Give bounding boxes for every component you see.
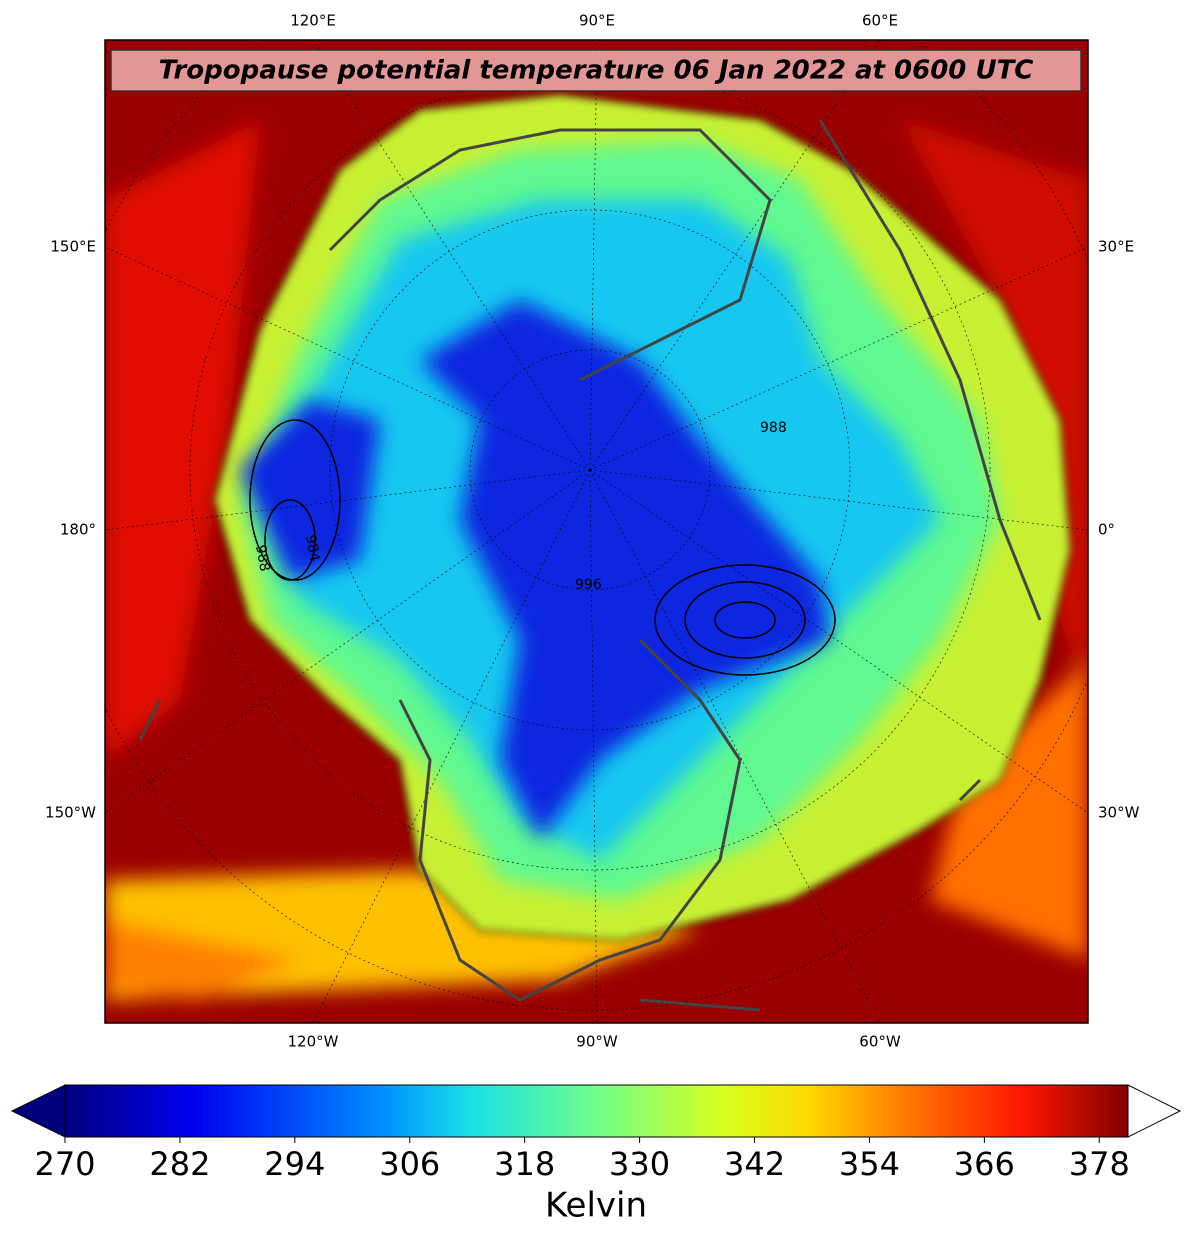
colorbar-tick-label: 318 — [494, 1145, 555, 1183]
lon-label: 90°W — [576, 1033, 618, 1051]
lat-label: 150°E — [50, 238, 96, 256]
contour-label: 988 — [760, 420, 787, 436]
contour-label: 984 — [302, 534, 322, 563]
colorbar-tick-label: 342 — [724, 1145, 785, 1183]
colorbar-tick-label: 366 — [954, 1145, 1015, 1183]
colorbar-tick-label: 378 — [1069, 1145, 1130, 1183]
lat-label: 180° — [60, 521, 96, 539]
contour-label: 988 — [252, 544, 272, 573]
map-title: Tropopause potential temperature 06 Jan … — [159, 56, 1034, 86]
lon-label: 60°W — [859, 1033, 901, 1051]
colorbar-tick-label: 294 — [264, 1145, 325, 1183]
lon-label: 90°E — [579, 12, 615, 30]
lat-label: 30°W — [1098, 804, 1140, 822]
map-frame — [104, 39, 1089, 1024]
lon-label: 120°W — [288, 1033, 339, 1051]
colorbar-tick-label: 270 — [34, 1145, 95, 1183]
lat-label: 150°W — [45, 804, 96, 822]
colorbar-label: Kelvin — [545, 1186, 647, 1226]
lat-label: 30°E — [1098, 238, 1134, 256]
colorbar-tick-label: 306 — [379, 1145, 440, 1183]
colorbar-tick-label: 354 — [839, 1145, 900, 1183]
lon-label: 60°E — [862, 12, 898, 30]
lon-label: 120°E — [290, 12, 336, 30]
colorbar — [10, 1084, 1182, 1138]
colorbar-tick-label: 282 — [149, 1145, 210, 1183]
lat-label: 0° — [1098, 521, 1115, 539]
map: 984 988 988 996 Tropopause potential tem… — [105, 40, 1088, 1023]
colorbar-tick-label: 330 — [609, 1145, 670, 1183]
contour-label: 996 — [575, 577, 602, 593]
